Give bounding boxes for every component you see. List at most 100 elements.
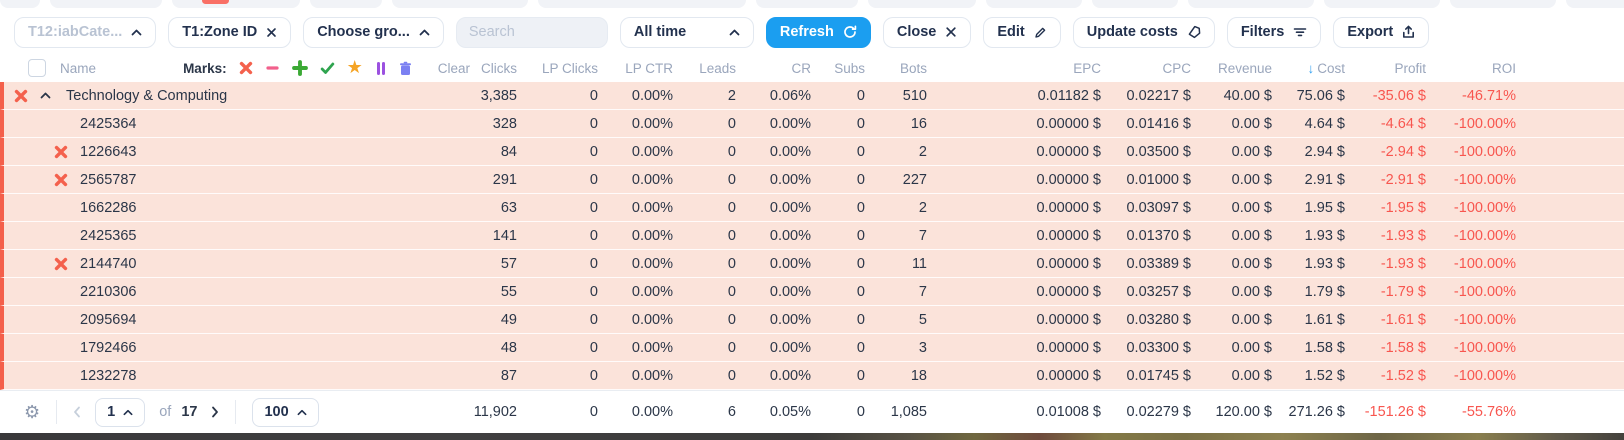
- edit-button[interactable]: Edit: [983, 16, 1061, 48]
- cell-profit: -2.94 $: [1380, 143, 1426, 160]
- table-header: Name Marks: ★ Clear Clicks LP Clicks LP …: [0, 54, 1624, 82]
- table-row[interactable]: 2425364 328 0 0.00% 0 0.00% 0 16 0.00000…: [0, 110, 1624, 138]
- row-name: 2210306: [80, 283, 137, 300]
- cell-epc: 0.00000 $: [1036, 227, 1101, 244]
- cell-bots: 510: [902, 87, 927, 104]
- column-header-cr[interactable]: CR: [791, 60, 812, 76]
- prev-page-button[interactable]: [73, 406, 81, 418]
- mark-plus-button[interactable]: [291, 60, 308, 76]
- row-name-cell: Technology & Computing: [4, 88, 446, 104]
- row-name-cell: 1232278: [4, 368, 446, 384]
- cell-leads: 0: [727, 171, 736, 188]
- column-header-leads[interactable]: Leads: [699, 60, 736, 76]
- search-input[interactable]: [455, 16, 608, 48]
- collapse-chevron-icon[interactable]: [40, 92, 66, 99]
- mark-x-button[interactable]: [239, 61, 253, 75]
- cell-leads: 0: [727, 143, 736, 160]
- cell-lp-clicks: 0: [589, 199, 598, 216]
- table-row[interactable]: 2144740 57 0 0.00% 0 0.00% 0 11 0.00000 …: [0, 250, 1624, 278]
- mark-star-button[interactable]: ★: [347, 59, 363, 77]
- close-icon[interactable]: [266, 27, 277, 38]
- page-select[interactable]: 1: [95, 397, 146, 427]
- cell-epc: 0.00000 $: [1036, 339, 1101, 356]
- update-costs-button[interactable]: Update costs: [1072, 16, 1215, 48]
- cell-roi: -100.00%: [1453, 255, 1516, 272]
- column-header-lp-ctr[interactable]: LP CTR: [625, 60, 673, 76]
- cell-bots: 2: [918, 143, 927, 160]
- table-row[interactable]: Technology & Computing 3,385 0 0.00% 2 0…: [0, 82, 1624, 110]
- clear-marks-button[interactable]: Clear: [437, 60, 470, 76]
- row-x-mark-icon: [14, 89, 40, 103]
- close-button[interactable]: Close: [882, 16, 972, 48]
- settings-gear-button[interactable]: ⚙: [24, 401, 41, 423]
- export-button[interactable]: Export: [1333, 16, 1430, 48]
- total-leads: 6: [727, 404, 736, 420]
- cell-cpc: 0.03389 $: [1126, 255, 1191, 272]
- chevron-up-icon[interactable]: [419, 29, 430, 36]
- table-row[interactable]: 2210306 55 0 0.00% 0 0.00% 0 7 0.00000 $…: [0, 278, 1624, 306]
- cell-bots: 3: [918, 339, 927, 356]
- mark-check-button[interactable]: [320, 62, 335, 75]
- cell-cr: 0.00%: [769, 283, 811, 300]
- cell-epc: 0.00000 $: [1036, 171, 1101, 188]
- cell-leads: 0: [727, 199, 736, 216]
- cell-clicks: 55: [500, 283, 517, 300]
- column-header-revenue[interactable]: Revenue: [1217, 60, 1272, 76]
- cell-clicks: 141: [492, 227, 517, 244]
- column-header-name[interactable]: Name: [60, 60, 97, 76]
- column-header-lp-clicks[interactable]: LP Clicks: [541, 60, 598, 76]
- table-row[interactable]: 2425365 141 0 0.00% 0 0.00% 0 7 0.00000 …: [0, 222, 1624, 250]
- filter-chip-choose-group[interactable]: Choose gro...: [303, 16, 444, 48]
- table-row[interactable]: 2565787 291 0 0.00% 0 0.00% 0 227 0.0000…: [0, 166, 1624, 194]
- cell-lp-ctr: 0.00%: [631, 171, 673, 188]
- column-header-profit[interactable]: Profit: [1394, 60, 1426, 76]
- cell-revenue: 40.00 $: [1223, 87, 1272, 104]
- close-icon: [945, 26, 957, 38]
- column-header-epc[interactable]: EPC: [1073, 60, 1101, 76]
- column-header-subs[interactable]: Subs: [834, 60, 865, 76]
- row-name-cell: 2210306: [4, 284, 446, 300]
- cell-cr: 0.00%: [769, 143, 811, 160]
- cell-cost: 75.06 $: [1296, 87, 1345, 104]
- table-row[interactable]: 1662286 63 0 0.00% 0 0.00% 0 2 0.00000 $…: [0, 194, 1624, 222]
- cell-subs: 0: [856, 339, 865, 356]
- filters-button[interactable]: Filters: [1226, 16, 1322, 48]
- column-header-cost[interactable]: ↓ Cost: [1307, 60, 1345, 76]
- column-header-cpc[interactable]: CPC: [1162, 60, 1191, 76]
- x-mark-icon: [239, 61, 252, 75]
- table-row[interactable]: 2095694 49 0 0.00% 0 0.00% 0 5 0.00000 $…: [0, 306, 1624, 334]
- cell-lp-ctr: 0.00%: [631, 227, 673, 244]
- mark-pause-button[interactable]: [375, 61, 387, 76]
- cut-off-tabs: [0, 0, 1624, 8]
- cell-lp-ctr: 0.00%: [631, 87, 673, 104]
- total-cpc: 0.02279 $: [1126, 404, 1191, 420]
- next-page-button[interactable]: [211, 406, 219, 418]
- mark-minus-button[interactable]: [265, 61, 280, 75]
- cell-subs: 0: [856, 171, 865, 188]
- column-header-clicks[interactable]: Clicks: [481, 60, 517, 76]
- filter-chip-zone-id[interactable]: T1:Zone ID: [168, 16, 292, 48]
- refresh-button[interactable]: Refresh: [765, 16, 871, 48]
- cell-cost: 2.91 $: [1304, 171, 1345, 188]
- cell-leads: 0: [727, 339, 736, 356]
- cell-subs: 0: [856, 283, 865, 300]
- table-row[interactable]: 1792466 48 0 0.00% 0 0.00% 0 3 0.00000 $…: [0, 334, 1624, 362]
- select-all-checkbox[interactable]: [28, 59, 46, 77]
- chevron-up-icon[interactable]: [131, 29, 142, 36]
- table-row[interactable]: 1232278 87 0 0.00% 0 0.00% 0 18 0.00000 …: [0, 362, 1624, 390]
- row-name: 2144740: [80, 255, 137, 272]
- cell-lp-ctr: 0.00%: [631, 199, 673, 216]
- cell-cost: 1.95 $: [1304, 199, 1345, 216]
- cell-profit: -4.64 $: [1380, 115, 1426, 132]
- column-header-bots[interactable]: Bots: [899, 60, 927, 76]
- mark-trash-button[interactable]: [399, 61, 412, 76]
- row-name-cell: 1662286: [4, 200, 446, 216]
- filter-chip-label: T12:iabCate...: [28, 24, 123, 40]
- table-row[interactable]: 1226643 84 0 0.00% 0 0.00% 0 2 0.00000 $…: [0, 138, 1624, 166]
- page-size-select[interactable]: 100: [252, 397, 319, 427]
- filter-chip-iab-category[interactable]: T12:iabCate...: [14, 16, 157, 48]
- time-range-select[interactable]: All time: [619, 16, 754, 48]
- column-header-roi[interactable]: ROI: [1491, 60, 1516, 76]
- row-name-cell: 1792466: [4, 340, 446, 356]
